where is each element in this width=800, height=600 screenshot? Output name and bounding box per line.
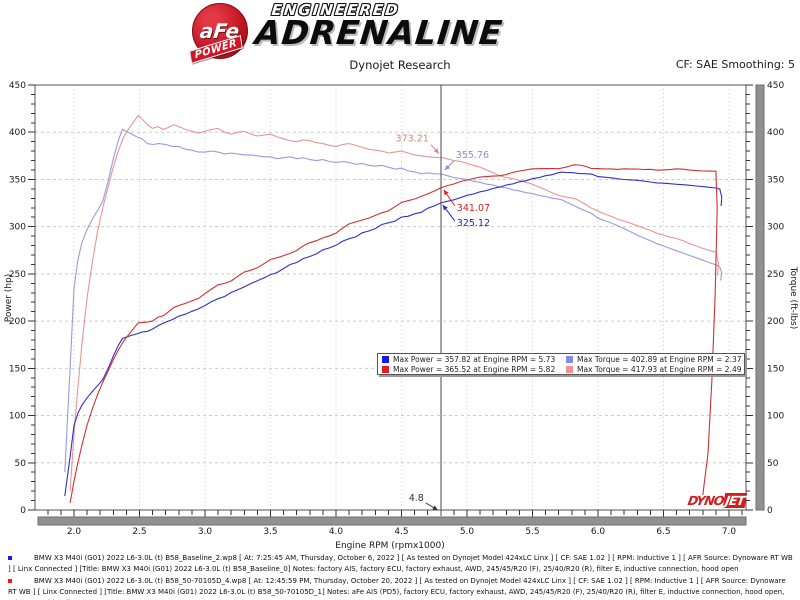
- run-info-text: BMW X3 M40i (G01) 2022 L6-3.0L (t) B58_B…: [8, 554, 793, 573]
- axis-ticks: [28, 84, 753, 517]
- y-tick-label-left: 450: [9, 81, 26, 91]
- legend-label: Max Torque = 402.89 at Engine RPM = 2.37: [577, 354, 742, 364]
- run-info-afe: BMW X3 M40i (G01) 2022 L6-3.0L (t) B58_5…: [8, 576, 796, 600]
- curve-baseline_torque: [64, 128, 723, 473]
- run-bullet-blue: [8, 556, 12, 560]
- x-tick-label: 6.0: [591, 527, 606, 537]
- legend-swatch-blue: [382, 355, 389, 363]
- y-tick-label-right: 100: [767, 412, 784, 422]
- y-tick-label-right: 300: [767, 223, 784, 233]
- annotation-arrowhead: [432, 505, 438, 510]
- y-axis-title-left: Power (hp): [4, 274, 14, 323]
- chart-legend: Max Power = 357.82 at Engine RPM = 5.73 …: [377, 353, 745, 375]
- legend-swatch-lightblue: [566, 355, 573, 363]
- y-tick-label-right: 250: [767, 270, 784, 280]
- vertical-scrollbar[interactable]: [755, 84, 765, 511]
- x-tick-label: 6.5: [656, 527, 670, 537]
- y-tick-label-left: 0: [20, 506, 26, 516]
- axis-labels: 2.0 2.5 3.0 3.5 4.0 4.5 5.0 5.5 6.0 6.5 7.0 0 0 50 50 1…: [4, 81, 798, 551]
- x-tick-label: 4.5: [394, 527, 408, 537]
- x-tick-label: 3.5: [263, 527, 277, 537]
- smoothing-info: CF: SAE Smoothing: 5: [675, 58, 795, 71]
- run-bullet-red: [8, 579, 12, 583]
- cursor-readout-baseline_torque: 355.76: [456, 150, 489, 161]
- y-tick-label-left: 400: [9, 128, 26, 138]
- afe-logo-emblem: aFe POWER: [189, 3, 248, 64]
- x-tick-label: 5.5: [525, 527, 539, 537]
- y-tick-label-right: 50: [767, 459, 779, 469]
- y-tick-label-left: 300: [9, 223, 26, 233]
- y-tick-label-right: 400: [767, 128, 784, 138]
- curve-baseline_power: [64, 171, 723, 497]
- y-tick-label-right: 150: [767, 364, 784, 374]
- y-axis-title-right: Torque (ft-lbs): [788, 266, 798, 330]
- legend-item-baseline-power: Max Power = 357.82 at Engine RPM = 5.73: [382, 355, 566, 364]
- y-tick-label-left: 250: [9, 270, 26, 280]
- legend-label: Max Power = 365.52 at Engine RPM = 5.82: [393, 364, 556, 374]
- report-title: Dynojet Research: [349, 58, 451, 72]
- curve-afe_power: [69, 164, 718, 503]
- series-curves: [64, 114, 723, 503]
- x-axis-title: Engine RPM (rpmx1000): [335, 541, 444, 551]
- x-tick-label: 3.0: [198, 527, 213, 537]
- x-tick-label: 7.0: [722, 527, 737, 537]
- legend-item-baseline-torque: Max Torque = 402.89 at Engine RPM = 2.37: [566, 355, 746, 364]
- cursor-readout-afe_torque: 373.21: [396, 134, 429, 145]
- y-tick-label-right: 350: [767, 175, 784, 185]
- y-tick-label-right: 0: [767, 506, 773, 516]
- run-info-text: BMW X3 M40i (G01) 2022 L6-3.0L (t) B58_5…: [8, 577, 786, 600]
- cursor-readout-baseline_power: 325.12: [457, 218, 490, 229]
- dynojet-logo: DYNOJET: [686, 493, 748, 508]
- y-tick-label-left: 150: [9, 364, 26, 374]
- legend-label: Max Power = 357.82 at Engine RPM = 5.73: [393, 354, 556, 364]
- y-tick-label-left: 200: [9, 317, 26, 327]
- cursor-rpm-label: 4.8: [409, 493, 424, 504]
- annotation-arrowhead: [443, 189, 449, 196]
- grid-lines: [35, 85, 746, 510]
- legend-item-afe-power: Max Power = 365.52 at Engine RPM = 5.82: [382, 365, 566, 374]
- annotation-arrowhead: [433, 148, 439, 154]
- dynojet-logo-dyno: DYNO: [686, 493, 725, 508]
- cursor-readout-afe_power: 341.07: [457, 203, 490, 214]
- x-tick-label: 5.0: [460, 527, 475, 537]
- dynojet-logo-jet: JET: [722, 493, 748, 508]
- annotation-arrowhead: [444, 164, 450, 171]
- legend-label: Max Torque = 417.93 at Engine RPM = 2.49: [577, 364, 742, 374]
- annotation-arrowhead: [442, 204, 448, 211]
- horizontal-scrollbar[interactable]: [37, 516, 747, 526]
- x-tick-label: 4.0: [329, 527, 344, 537]
- y-tick-label-left: 350: [9, 175, 26, 185]
- legend-swatch-lightred: [566, 365, 573, 373]
- x-tick-label: 2.5: [132, 527, 146, 537]
- cursor-annotations: 373.21 355.76 341.07 325.12 4.8: [396, 134, 490, 511]
- report-footer: BMW X3 M40i (G01) 2022 L6-3.0L (t) B58_B…: [8, 553, 796, 600]
- y-tick-label-right: 450: [767, 81, 784, 91]
- y-tick-label-left: 50: [15, 459, 27, 469]
- plot-border: [34, 84, 747, 511]
- curve-afe_torque: [69, 114, 720, 492]
- legend-swatch-red: [382, 365, 389, 373]
- afe-logo: aFe POWER ENGINEERED ADRENALINE: [189, 1, 505, 64]
- run-info-baseline: BMW X3 M40i (G01) 2022 L6-3.0L (t) B58_B…: [8, 553, 796, 575]
- y-tick-label-left: 100: [9, 412, 26, 422]
- legend-item-afe-torque: Max Torque = 417.93 at Engine RPM = 2.49: [566, 365, 746, 374]
- y-tick-label-right: 200: [767, 317, 784, 327]
- x-tick-label: 2.0: [67, 527, 82, 537]
